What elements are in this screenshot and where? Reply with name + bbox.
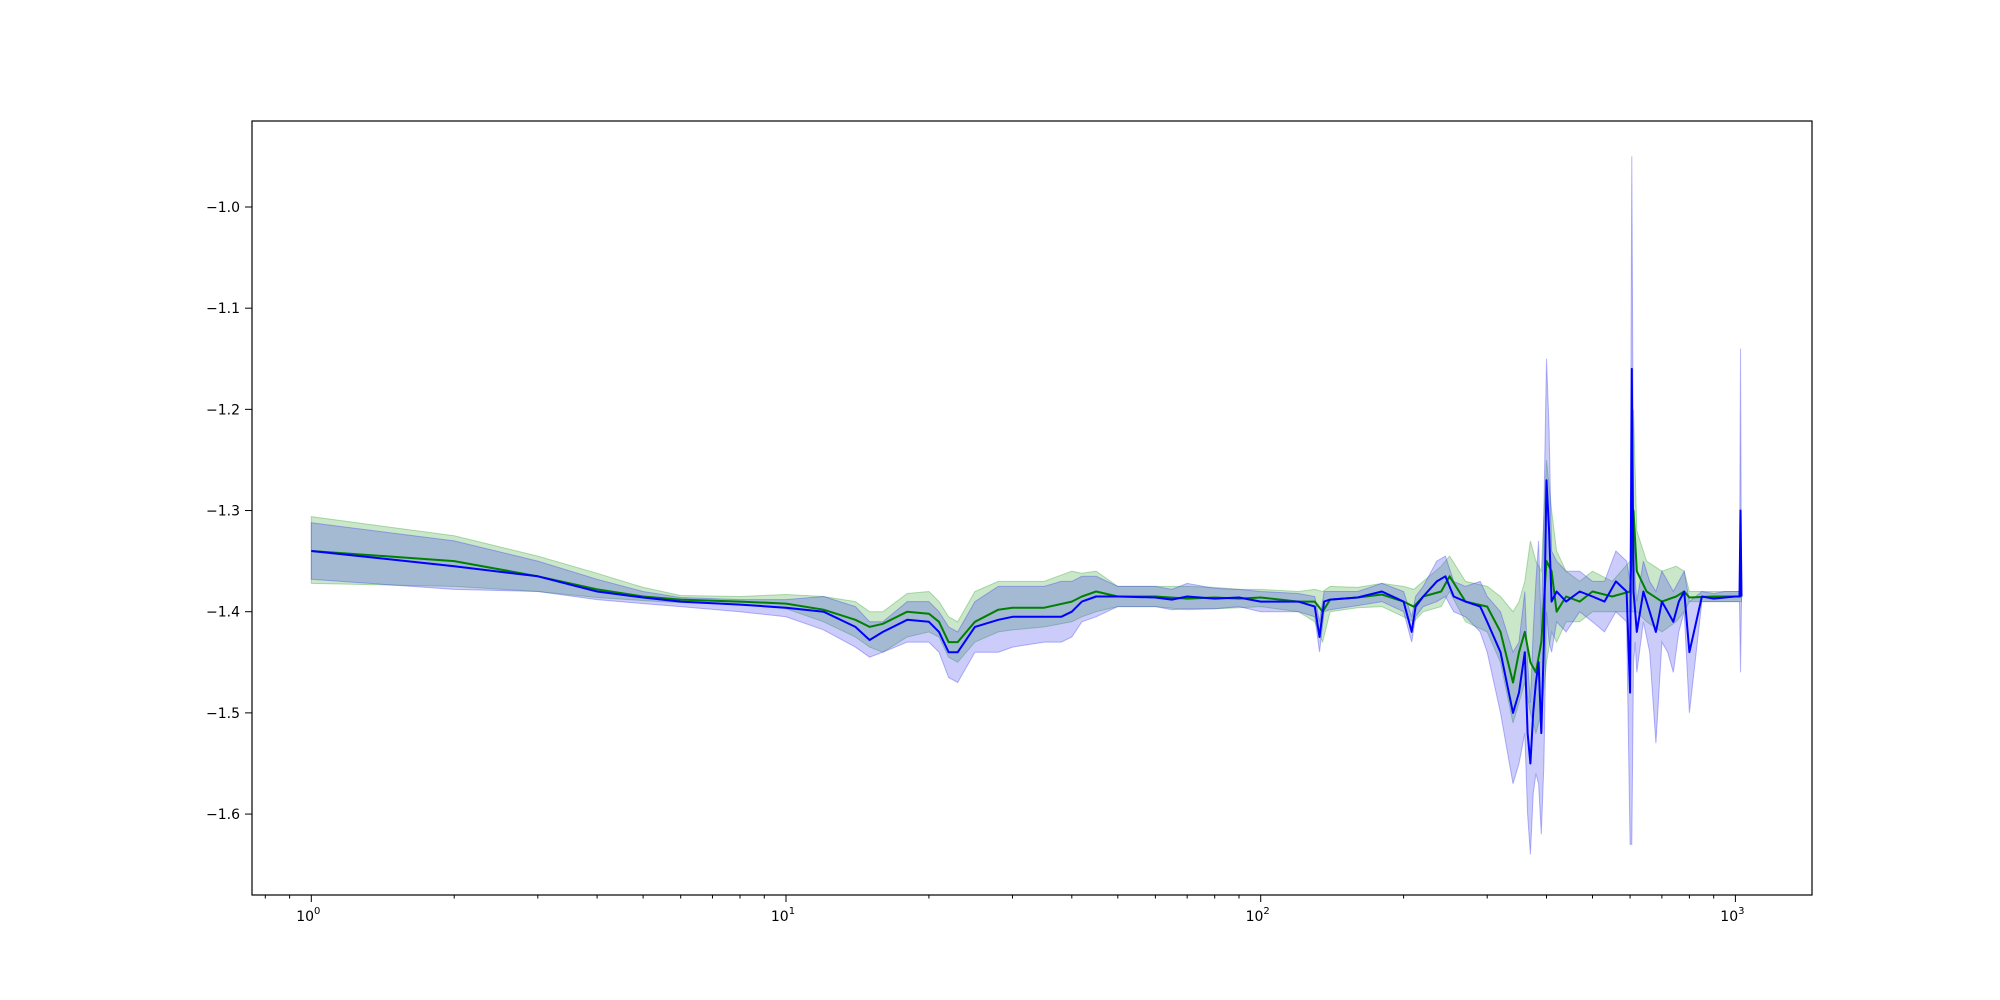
- y-tick-label: −1.1: [206, 301, 240, 317]
- series-lines: [311, 367, 1743, 765]
- y-axis: −1.0 −1.1 −1.2 −1.3 −1.4 −1.5 −1.6: [206, 200, 252, 823]
- y-tick-label: −1.5: [206, 706, 240, 722]
- series-0-band: [310, 409, 1742, 736]
- series-1-band: [310, 156, 1742, 855]
- y-tick-label: −1.6: [206, 807, 240, 823]
- y-tick-label: −1.4: [206, 605, 240, 621]
- y-tick-label: −1.0: [206, 200, 240, 216]
- y-tick-label: −1.2: [206, 402, 240, 418]
- series-1-line: [311, 367, 1743, 765]
- plot-frame: [251, 120, 1813, 896]
- confidence-bands: [310, 156, 1742, 855]
- y-tick-label: −1.3: [206, 504, 240, 520]
